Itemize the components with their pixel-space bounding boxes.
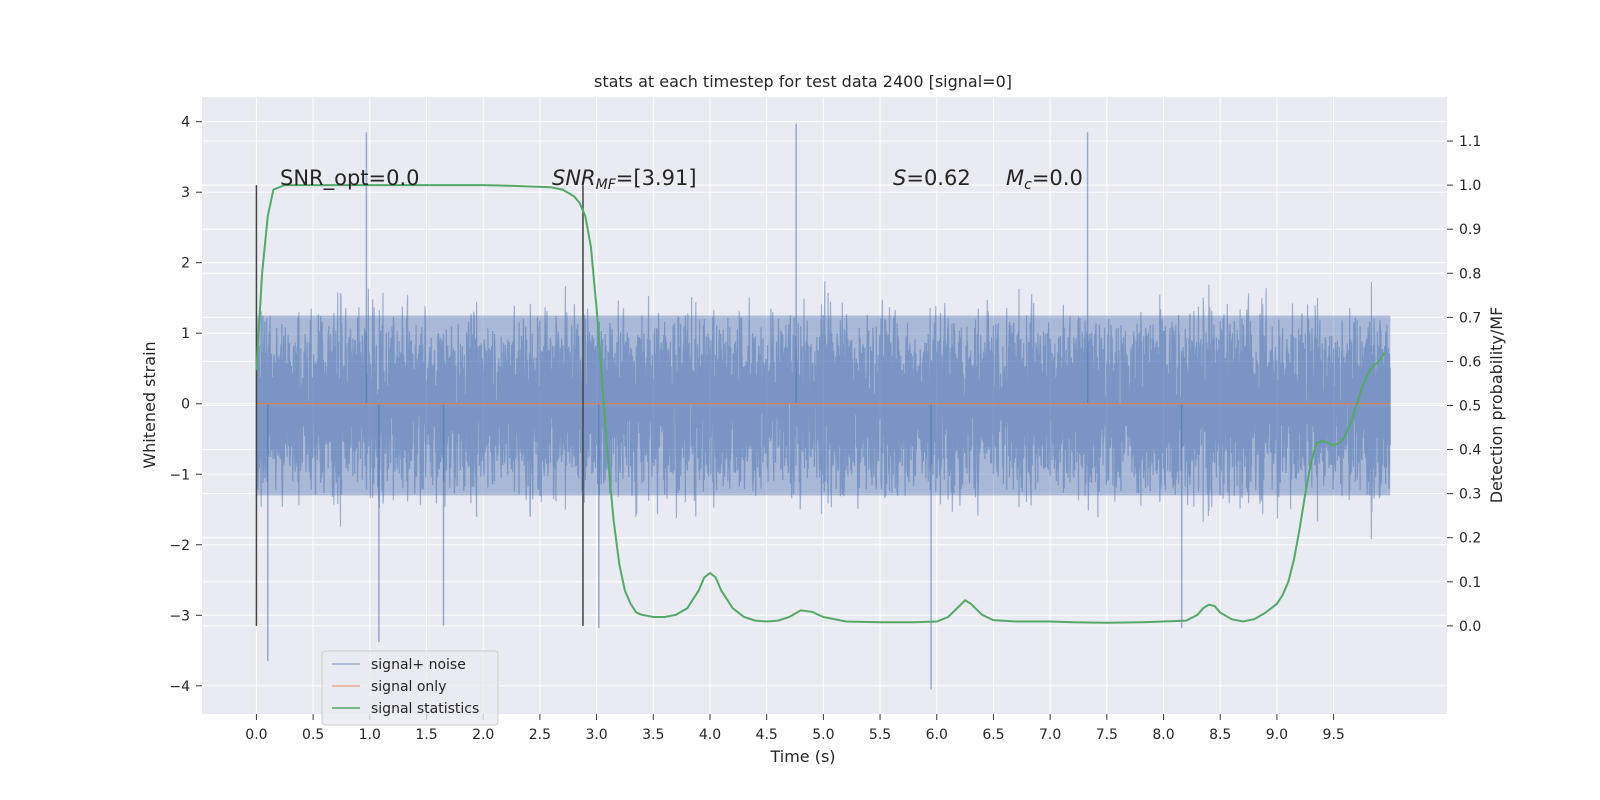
y-tick-label: −2 bbox=[169, 538, 190, 554]
annotation-mc-subscript: c bbox=[1024, 177, 1032, 193]
y-right-tick-label: 0.0 bbox=[1459, 619, 1481, 635]
legend-box bbox=[321, 650, 499, 726]
y-right-tick-label: 0.4 bbox=[1459, 443, 1481, 459]
x-tick-label: 3.5 bbox=[642, 727, 664, 743]
series-signal-noise bbox=[255, 123, 1391, 690]
legend-label-signal-statistics: signal statistics bbox=[371, 701, 479, 717]
x-tick-label: 3.0 bbox=[585, 727, 607, 743]
chart-title: stats at each timestep for test data 240… bbox=[594, 72, 1012, 91]
y-tick-label: −3 bbox=[169, 608, 190, 624]
x-tick-label: 6.0 bbox=[926, 727, 948, 743]
y-right-tick-label: 0.7 bbox=[1459, 310, 1481, 326]
vertical-markers bbox=[255, 185, 584, 626]
legend-label-signal-noise: signal+ noise bbox=[371, 657, 466, 673]
x-tick-label: 8.0 bbox=[1152, 727, 1174, 743]
x-tick-label: 7.5 bbox=[1096, 727, 1118, 743]
x-tick-label: 1.0 bbox=[359, 727, 381, 743]
y-tick-label: 2 bbox=[181, 256, 190, 272]
x-axis-label: Time (s) bbox=[769, 747, 835, 766]
y-tick-labels: 4 3 2 1 0 −1 −2 −3 −4 bbox=[169, 115, 202, 695]
annotation-s: S=0.62 bbox=[893, 166, 971, 190]
annotation-mc: Mc=0.0 bbox=[1006, 166, 1083, 193]
y-tick-label: 1 bbox=[181, 326, 190, 342]
x-tick-label: 0.0 bbox=[245, 727, 267, 743]
annotation-snr-mf-subscript: MF bbox=[596, 177, 617, 193]
x-tick-label: 4.0 bbox=[699, 727, 721, 743]
y-right-tick-label: 1.1 bbox=[1459, 134, 1481, 150]
noise-core bbox=[256, 315, 1391, 496]
noise-trace bbox=[255, 281, 1391, 540]
y-right-tick-label: 0.9 bbox=[1459, 222, 1481, 238]
x-tick-label: 1.5 bbox=[415, 727, 437, 743]
annotation-mc-symbol: M bbox=[1006, 166, 1024, 190]
series-signal-statistics bbox=[255, 184, 1386, 624]
x-tick-label: 5.0 bbox=[812, 727, 834, 743]
annotation-snr-mf: SNRMF=[3.91] bbox=[552, 166, 697, 193]
x-tick-label: 5.5 bbox=[869, 727, 891, 743]
y-right-tick-label: 0.3 bbox=[1459, 487, 1481, 503]
x-tick-label: 7.0 bbox=[1039, 727, 1061, 743]
y-tick-label: −4 bbox=[169, 679, 190, 695]
annotation-s-symbol: S bbox=[893, 166, 906, 190]
annotation-s-value: =0.62 bbox=[906, 166, 970, 190]
y-tick-label: 3 bbox=[181, 185, 190, 201]
annotation-snr-opt: SNR_opt=0.0 bbox=[280, 166, 420, 191]
annotation-snr-mf-symbol: SNR bbox=[552, 166, 596, 190]
x-tick-label: 9.5 bbox=[1322, 727, 1344, 743]
annotation-mc-value: =0.0 bbox=[1032, 166, 1083, 190]
y-right-tick-label: 0.6 bbox=[1459, 354, 1481, 370]
x-tick-label: 2.5 bbox=[529, 727, 551, 743]
legend: signal+ noise signal only signal statist… bbox=[321, 650, 499, 726]
y-right-tick-label: 0.5 bbox=[1459, 399, 1481, 415]
annotation-snr-mf-value: =[3.91] bbox=[616, 166, 697, 190]
y-right-tick-label: 0.1 bbox=[1459, 575, 1481, 591]
y-tick-label: −1 bbox=[169, 467, 190, 483]
y-right-tick-label: 0.2 bbox=[1459, 531, 1481, 547]
y-axis-label: Whitened strain bbox=[140, 341, 159, 468]
y-right-tick-label: 0.8 bbox=[1459, 266, 1481, 282]
x-tick-label: 9.0 bbox=[1266, 727, 1288, 743]
y-right-tick-label: 1.0 bbox=[1459, 178, 1481, 194]
x-tick-label: 4.5 bbox=[756, 727, 778, 743]
x-tick-label: 6.5 bbox=[982, 727, 1004, 743]
x-tick-label: 0.5 bbox=[302, 727, 324, 743]
y-right-tick-labels: 1.1 1.0 0.9 0.8 0.7 0.6 0.5 0.4 0.3 0.2 0.1 0.0 bbox=[1447, 134, 1481, 635]
x-tick-label: 2.0 bbox=[472, 727, 494, 743]
x-tick-labels: 0.0 0.5 1.0 1.5 2.0 2.5 3.0 3.5 4.0 4.5 5.0 5.5 6.0 6… bbox=[245, 714, 1345, 743]
y-right-axis-label: Detection probability/MF bbox=[1487, 307, 1506, 504]
y-tick-label: 4 bbox=[181, 115, 190, 131]
legend-label-signal-only: signal only bbox=[371, 679, 446, 695]
x-tick-label: 8.5 bbox=[1209, 727, 1231, 743]
y-tick-label: 0 bbox=[181, 397, 190, 413]
